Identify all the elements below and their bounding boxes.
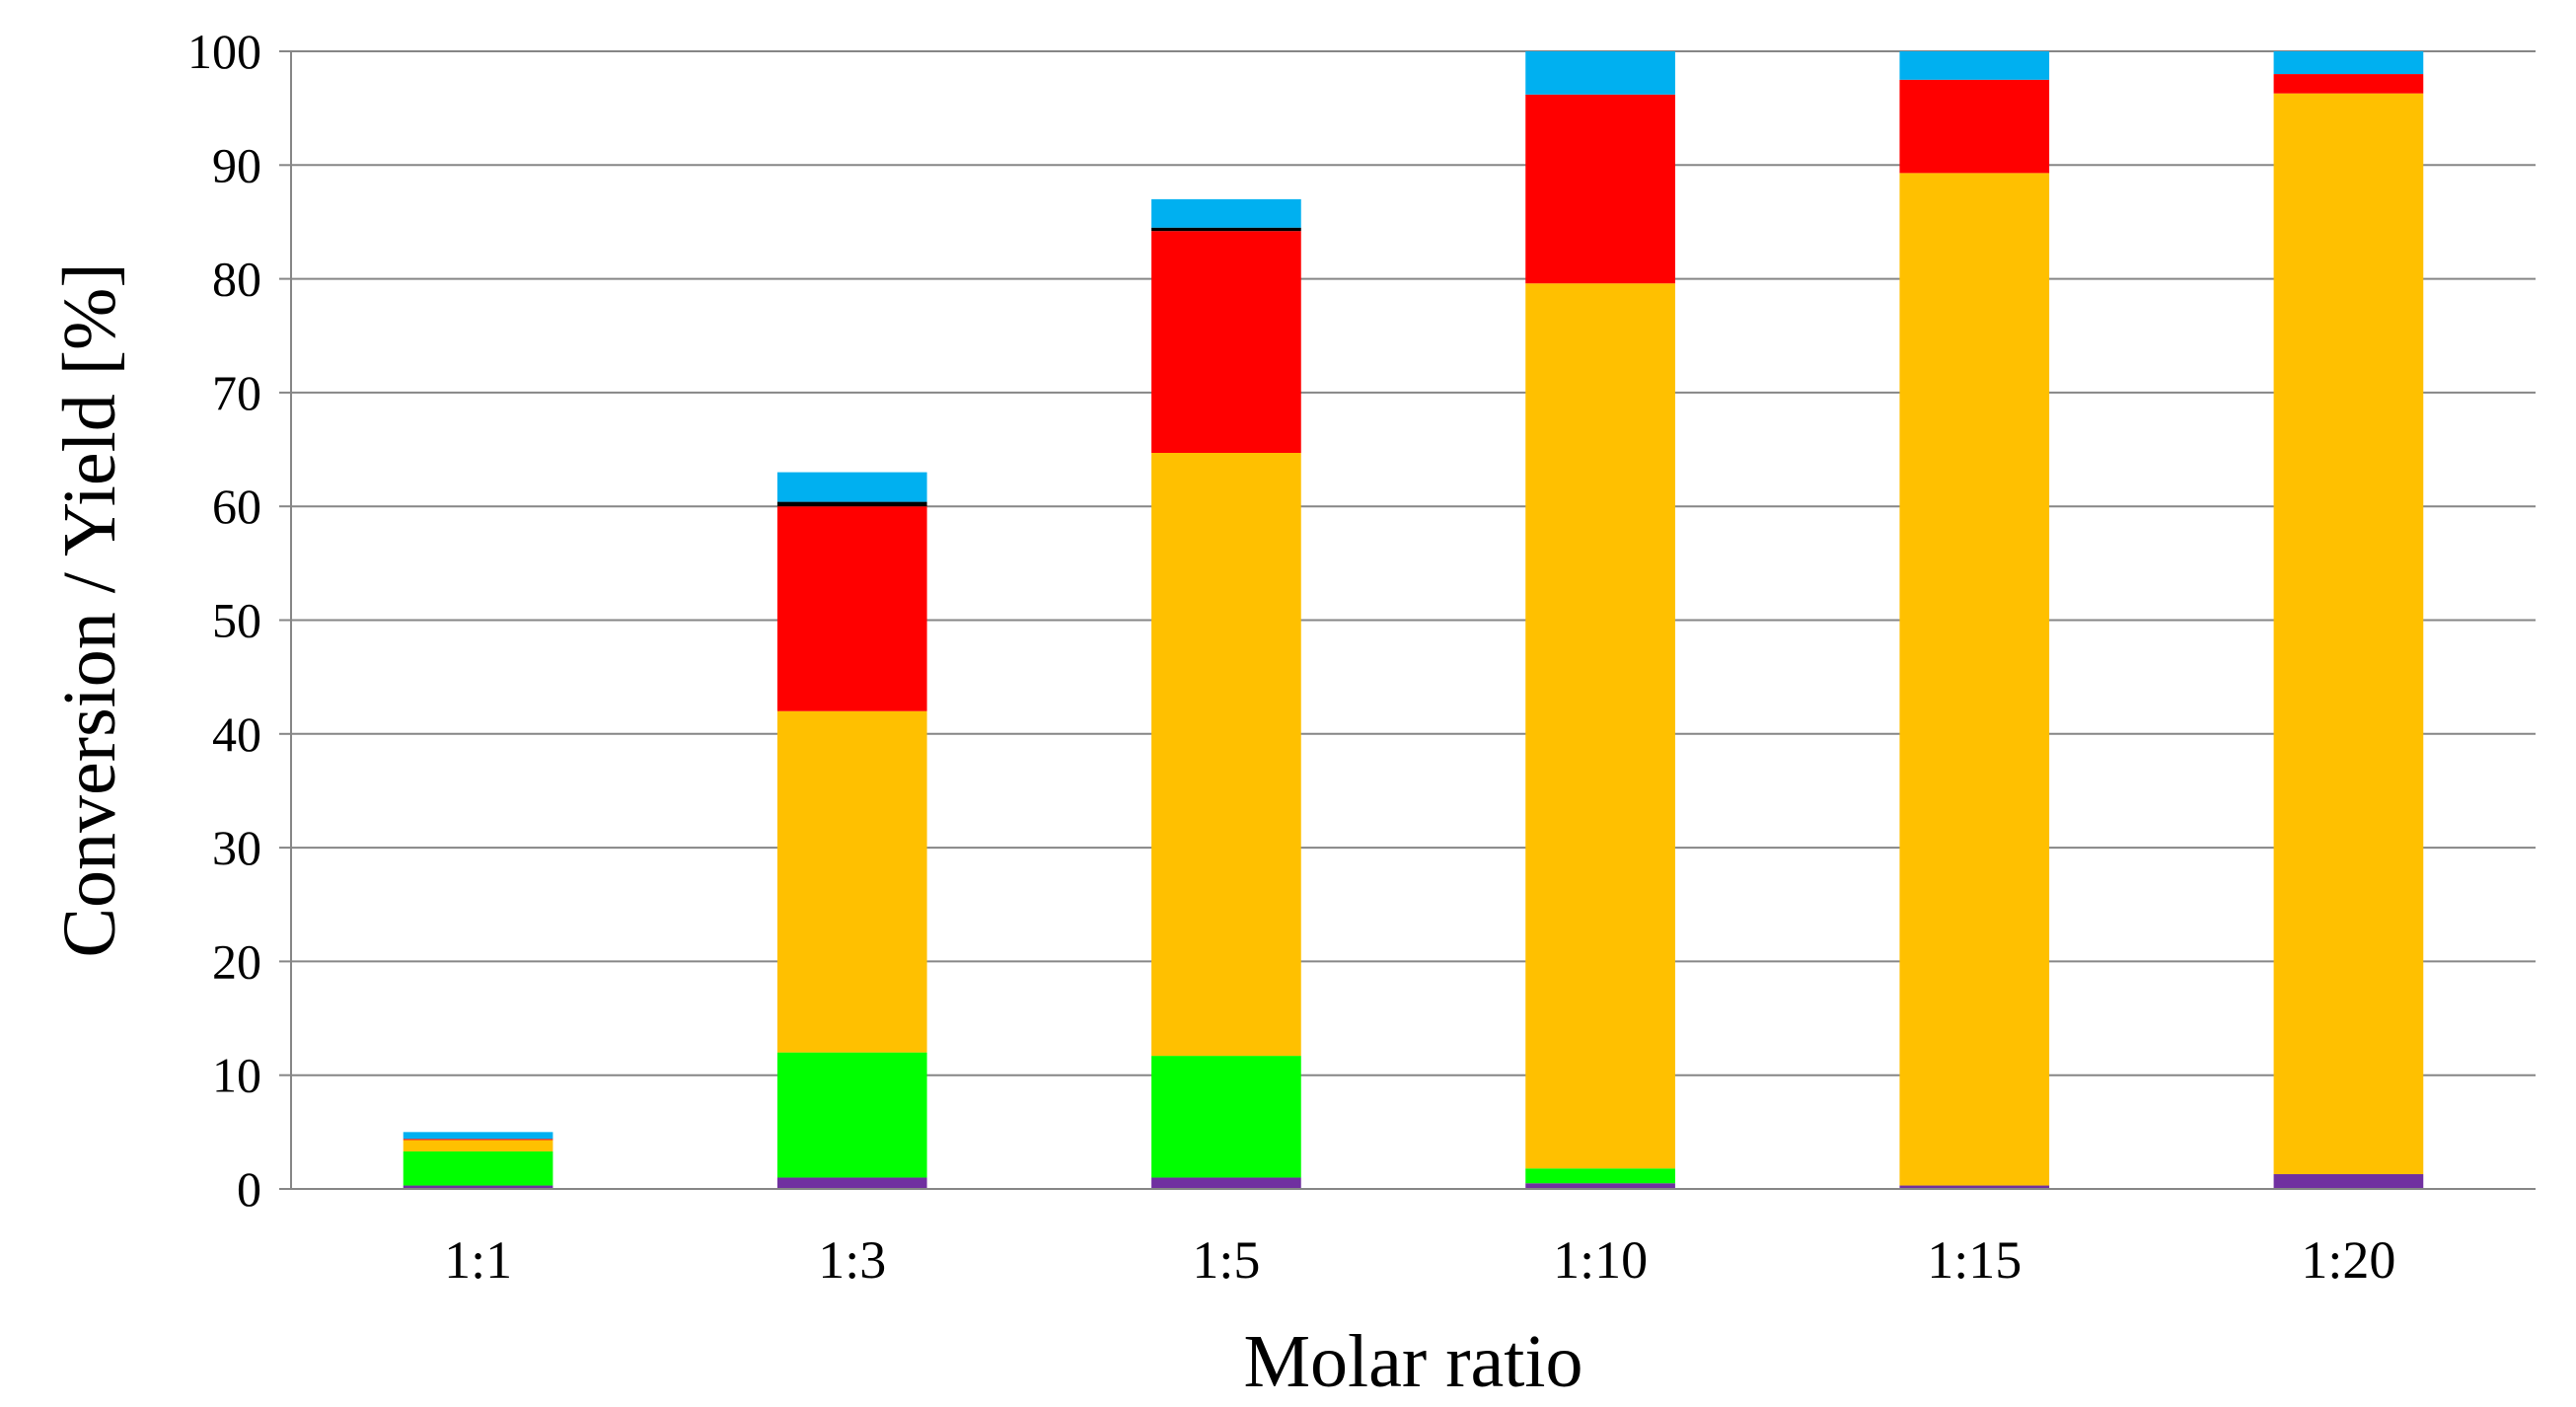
bar-segment-orange-4 [1525, 283, 1675, 1169]
bar-segment-red-3 [1151, 231, 1301, 454]
bar-segment-purple-3 [1151, 1177, 1301, 1189]
y-tick-label: 40 [212, 706, 261, 762]
x-axis-title: Molar ratio [1243, 1320, 1582, 1403]
bar-segment-red-4 [1525, 94, 1675, 284]
x-tick-label: 1:15 [1927, 1230, 2022, 1290]
y-tick-label: 80 [212, 252, 261, 307]
bar-segment-purple-6 [2273, 1174, 2424, 1189]
gridlines [279, 50, 2536, 1190]
bar-segment-blue-6 [2273, 51, 2424, 75]
x-tick-label: 1:5 [1192, 1230, 1260, 1290]
bar-segment-black-2 [776, 501, 927, 507]
y-tick-label: 10 [212, 1048, 261, 1103]
bar-segment-blue-1 [403, 1132, 553, 1140]
y-tick-label: 50 [212, 593, 261, 648]
bar-segment-red-5 [1899, 79, 2050, 174]
bar-segment-black-3 [1151, 227, 1301, 232]
x-tick-label: 1:3 [818, 1230, 886, 1290]
bar-segment-red-6 [2273, 74, 2424, 94]
bars [403, 51, 2424, 1189]
bar-segment-purple-2 [776, 1177, 927, 1189]
y-tick-label: 30 [212, 820, 261, 875]
bar-segment-purple-5 [1899, 1185, 2050, 1189]
bar-segment-blue-2 [776, 472, 927, 502]
y-tick-label: 0 [237, 1161, 261, 1217]
x-tick-label: 1:10 [1553, 1230, 1648, 1290]
bar-segment-purple-4 [1525, 1183, 1675, 1189]
y-tick-labels: 0 10 20 30 40 50 60 70 80 90 100 [187, 24, 261, 1217]
bar-segment-purple-1 [403, 1185, 553, 1189]
axes [290, 51, 2536, 1190]
x-tick-label: 1:1 [444, 1230, 512, 1290]
bar-segment-orange-2 [776, 710, 927, 1053]
bar-segment-blue-3 [1151, 198, 1301, 228]
y-tick-label: 70 [212, 365, 261, 420]
bar-segment-blue-4 [1525, 51, 1675, 95]
bar-segment-green-4 [1525, 1168, 1675, 1184]
x-tick-labels: 1:1 1:3 1:5 1:10 1:15 1:20 [444, 1230, 2395, 1290]
bar-segment-green-3 [1151, 1056, 1301, 1178]
y-tick-label: 100 [187, 24, 261, 79]
bar-segment-green-1 [403, 1150, 553, 1186]
bar-segment-red-2 [776, 506, 927, 711]
x-tick-label: 1:20 [2301, 1230, 2395, 1290]
bar-segment-blue-5 [1899, 51, 2050, 80]
y-tick-label: 90 [212, 137, 261, 192]
bar-segment-red-1 [403, 1139, 553, 1141]
bar-segment-orange-3 [1151, 453, 1301, 1057]
bar-segment-orange-6 [2273, 93, 2424, 1175]
y-axis-title: Conversion / Yield [%] [48, 262, 131, 957]
bar-segment-orange-5 [1899, 173, 2050, 1186]
y-tick-label: 20 [212, 933, 261, 989]
bar-segment-orange-1 [403, 1140, 553, 1151]
y-tick-label: 60 [212, 479, 261, 534]
bar-segment-green-2 [776, 1052, 927, 1178]
